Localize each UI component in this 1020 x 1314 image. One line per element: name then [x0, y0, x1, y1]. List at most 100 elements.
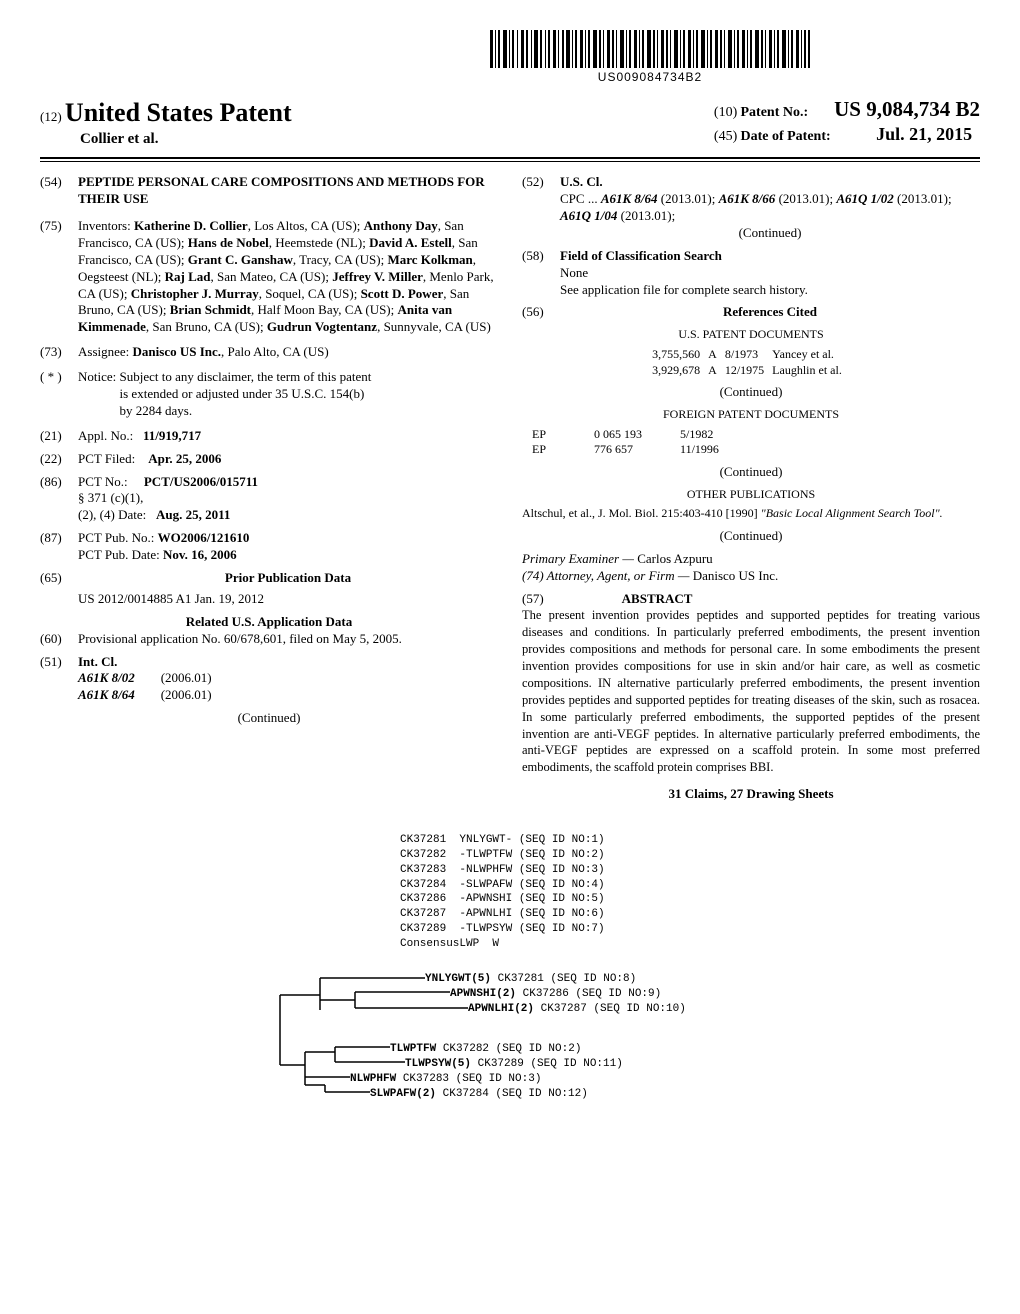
header-prefix: (12) — [40, 109, 62, 124]
abstract-header: (57) ABSTRACT — [522, 591, 980, 608]
abstract-text: The present invention provides peptides … — [522, 607, 980, 776]
barcode-svg — [490, 30, 810, 68]
patent-no: US 9,084,734 B2 — [834, 97, 980, 121]
continued-foreign: (Continued) — [522, 464, 980, 481]
inventors-text: Katherine D. Collier, Los Altos, CA (US)… — [78, 218, 494, 334]
field-86: (86) PCT No.: PCT/US2006/015711 § 371 (c… — [40, 474, 498, 525]
related-head: Related U.S. Application Data — [40, 614, 498, 631]
prior-pub-head: Prior Publication Data — [78, 570, 498, 587]
s371-date: Aug. 25, 2011 — [156, 507, 230, 522]
field-num: (75) — [40, 218, 78, 336]
continued-other: (Continued) — [522, 528, 980, 545]
field-75: (75) Inventors: Katherine D. Collier, Lo… — [40, 218, 498, 336]
inventors-label: Inventors: — [78, 218, 131, 233]
patent-no-prefix: (10) — [714, 105, 737, 120]
header-left: (12) United States Patent Collier et al. — [40, 96, 292, 149]
barcode: US009084734B2 — [490, 30, 810, 86]
us-cl-label: U.S. Cl. — [560, 174, 980, 191]
field-58: (58) Field of Classification Search None… — [522, 248, 980, 299]
notice-text: Subject to any disclaimer, the term of t… — [120, 369, 380, 420]
date-label: Date of Patent: — [740, 129, 830, 144]
columns: (54) PEPTIDE PERSONAL CARE COMPOSITIONS … — [40, 174, 980, 803]
pct-pub-date-label: PCT Pub. Date: — [78, 547, 160, 562]
field-73: (73) Assignee: Danisco US Inc., Palo Alt… — [40, 344, 498, 361]
us-patents-table: 3,755,560A8/1973Yancey et al.3,929,678A1… — [652, 347, 850, 378]
int-cl-rows: A61K 8/02 (2006.01)A61K 8/64 (2006.01) — [78, 670, 212, 704]
foreign-patents-table: EP0 065 1935/1982EP776 65711/1996 — [532, 427, 727, 458]
field-search-none: None — [560, 265, 808, 282]
field-num: (58) — [522, 248, 560, 299]
field-87: (87) PCT Pub. No.: WO2006/121610 PCT Pub… — [40, 530, 498, 564]
pct-filed: Apr. 25, 2006 — [148, 451, 221, 466]
attorney-row: (74) Attorney, Agent, or Firm — Danisco … — [522, 568, 980, 585]
barcode-text: US009084734B2 — [490, 70, 810, 86]
pct-pub-no: WO2006/121610 — [158, 530, 250, 545]
field-notice: ( * ) Notice: Subject to any disclaimer,… — [40, 369, 498, 420]
field-num: (21) — [40, 428, 78, 445]
pct-pub-date: Nov. 16, 2006 — [163, 547, 237, 562]
claims-line: 31 Claims, 27 Drawing Sheets — [522, 786, 980, 803]
field-num: (52) — [522, 174, 560, 242]
field-num: ( * ) — [40, 369, 78, 420]
phylogenetic-tree: YNLYGWT(5) CK37281 (SEQ ID NO:8)APWNSHI(… — [40, 970, 980, 1130]
notice-label: Notice: — [78, 369, 116, 384]
field-num: (86) — [40, 474, 78, 525]
field-22: (22) PCT Filed: Apr. 25, 2006 — [40, 451, 498, 468]
field-num: (51) — [40, 654, 78, 705]
field-num: (56) — [522, 304, 560, 321]
other-pub-text: Altschul, et al., J. Mol. Biol. 215:403-… — [522, 506, 980, 522]
header-row: (12) United States Patent Collier et al.… — [40, 96, 980, 159]
cpc-text: A61K 8/64 (2013.01); A61K 8/66 (2013.01)… — [560, 191, 952, 223]
patent-no-label: Patent No.: — [740, 105, 808, 120]
continued-left: (Continued) — [40, 710, 498, 727]
field-num: (60) — [40, 631, 78, 648]
cpc-label: CPC ... — [560, 191, 598, 206]
pct-filed-label: PCT Filed: — [78, 451, 135, 466]
field-21: (21) Appl. No.: 11/919,717 — [40, 428, 498, 445]
patent-title: United States Patent — [65, 98, 292, 127]
top-area: US009084734B2 — [40, 30, 980, 86]
field-60: (60) Provisional application No. 60/678,… — [40, 631, 498, 648]
pct-no: PCT/US2006/015711 — [144, 474, 258, 489]
sequence-alignment: CK37281 YNLYGWT- (SEQ ID NO:1)CK37282 -T… — [400, 833, 980, 952]
other-pub-head: OTHER PUBLICATIONS — [522, 487, 980, 503]
refs-head: References Cited — [560, 304, 980, 321]
field-num: (73) — [40, 344, 78, 361]
appl-no: 11/919,717 — [143, 428, 201, 443]
figure-area: CK37281 YNLYGWT- (SEQ ID NO:1)CK37282 -T… — [40, 833, 980, 1130]
field-num: (22) — [40, 451, 78, 468]
field-search-label: Field of Classification Search — [560, 248, 808, 265]
abstract-head: ABSTRACT — [622, 591, 693, 606]
field-52: (52) U.S. Cl. CPC ... A61K 8/64 (2013.01… — [522, 174, 980, 242]
abstract-num: (57) — [522, 591, 544, 606]
us-pat-head: U.S. PATENT DOCUMENTS — [522, 327, 980, 343]
attorney-label: (74) Attorney, Agent, or Firm — — [522, 568, 689, 583]
s371: § 371 (c)(1), — [78, 490, 143, 505]
int-cl-label: Int. Cl. — [78, 654, 212, 671]
pct-no-label: PCT No.: — [78, 474, 128, 489]
assignee-label: Assignee: — [78, 344, 129, 359]
left-column: (54) PEPTIDE PERSONAL CARE COMPOSITIONS … — [40, 174, 498, 803]
right-column: (52) U.S. Cl. CPC ... A61K 8/64 (2013.01… — [522, 174, 980, 803]
s371-date-label: (2), (4) Date: — [78, 507, 146, 522]
examiner: Carlos Azpuru — [637, 551, 712, 566]
examiner-row: Primary Examiner — Carlos Azpuru — [522, 551, 980, 568]
prior-pub-line: US 2012/0014885 A1 Jan. 19, 2012 — [78, 591, 498, 608]
foreign-head: FOREIGN PATENT DOCUMENTS — [522, 407, 980, 423]
continued-uspat: (Continued) — [522, 384, 980, 401]
date-of-patent: Jul. 21, 2015 — [876, 124, 972, 144]
field-54: (54) PEPTIDE PERSONAL CARE COMPOSITIONS … — [40, 174, 498, 208]
patent-authors: Collier et al. — [80, 131, 158, 147]
field-num: (65) — [40, 570, 78, 608]
appl-label: Appl. No.: — [78, 428, 133, 443]
field-51: (51) Int. Cl. A61K 8/02 (2006.01)A61K 8/… — [40, 654, 498, 705]
field-56: (56) References Cited — [522, 304, 980, 321]
date-prefix: (45) — [714, 129, 737, 144]
field-num: (54) — [40, 174, 78, 208]
pct-pub-no-label: PCT Pub. No.: — [78, 530, 154, 545]
assignee-text: Danisco US Inc., Palo Alto, CA (US) — [133, 344, 329, 359]
continued-52: (Continued) — [560, 225, 980, 242]
field-65: (65) Prior Publication Data US 2012/0014… — [40, 570, 498, 608]
examiner-label: Primary Examiner — — [522, 551, 634, 566]
provisional-text: Provisional application No. 60/678,601, … — [78, 631, 402, 648]
